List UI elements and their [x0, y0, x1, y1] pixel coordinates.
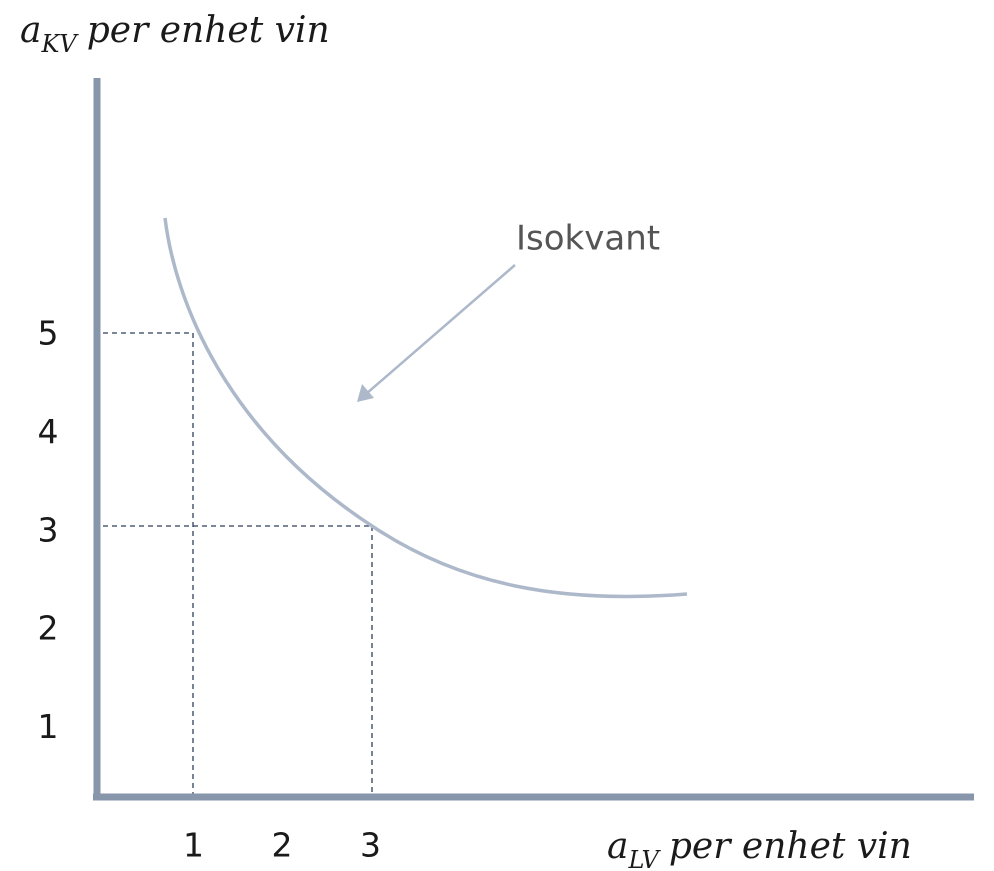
symbol: a: [20, 10, 41, 51]
subscript: KV: [40, 30, 79, 58]
x-axis-title: aLV per enhet vin: [607, 826, 912, 871]
y-tick-label: 4: [38, 412, 59, 451]
label: per enhet vin: [87, 10, 330, 51]
x-tick-label: 3: [360, 826, 381, 865]
arrow-head: [357, 384, 374, 402]
subscript: LV: [627, 846, 661, 871]
isoquant-curve: [163, 217, 688, 599]
y-axis-title: aKV per enhet vin: [20, 10, 330, 58]
y-tick-label: 2: [38, 609, 59, 648]
y-tick-label: 1: [38, 707, 59, 746]
x-ticks: 1 2 3: [183, 826, 381, 865]
y-ticks: 1 2 3 4 5: [38, 314, 59, 747]
x-tick-label: 2: [272, 826, 293, 865]
guides: [103, 332, 373, 794]
label: per enhet vin: [669, 826, 912, 867]
arrow-shaft: [365, 264, 516, 395]
x-tick-label: 1: [183, 826, 204, 865]
y-tick-label: 5: [38, 314, 59, 353]
y-tick-label: 3: [38, 510, 59, 549]
annotation: Isokvant: [516, 219, 660, 259]
symbol: a: [607, 826, 628, 867]
